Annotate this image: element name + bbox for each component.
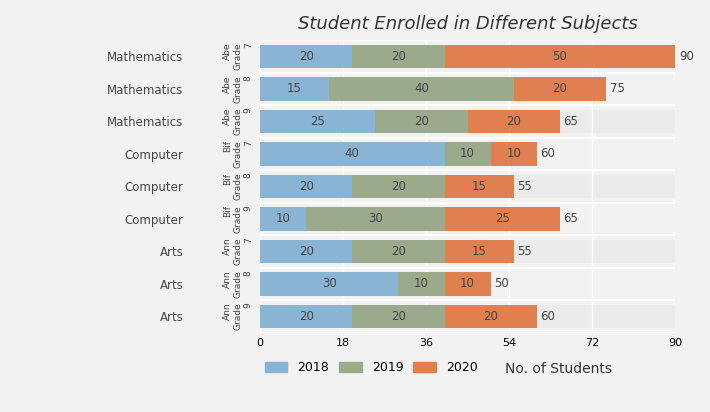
- Text: 60: 60: [540, 310, 555, 323]
- Bar: [444, 240, 514, 263]
- Bar: [352, 175, 444, 198]
- Text: Ann
Grade
7: Ann Grade 7: [223, 238, 253, 265]
- Bar: [444, 44, 675, 68]
- Bar: [260, 305, 675, 328]
- Text: 65: 65: [564, 115, 579, 128]
- Bar: [260, 207, 306, 231]
- Bar: [468, 110, 560, 133]
- Text: 10: 10: [460, 147, 475, 160]
- Text: Bif
Grade
7: Bif Grade 7: [223, 140, 253, 168]
- Bar: [260, 110, 376, 133]
- Bar: [329, 77, 514, 101]
- Text: 10: 10: [414, 277, 429, 290]
- Bar: [444, 142, 491, 166]
- Text: 55: 55: [518, 180, 532, 193]
- Bar: [398, 272, 444, 296]
- Text: No. of Students: No. of Students: [505, 362, 611, 376]
- Bar: [444, 207, 560, 231]
- Bar: [491, 142, 537, 166]
- Text: 20: 20: [391, 180, 406, 193]
- Bar: [444, 272, 491, 296]
- Text: 20: 20: [484, 310, 498, 323]
- Text: 65: 65: [564, 213, 579, 225]
- Bar: [260, 272, 675, 296]
- Text: 75: 75: [610, 82, 625, 95]
- Text: 50: 50: [552, 50, 567, 63]
- Bar: [260, 142, 675, 166]
- Text: 20: 20: [299, 180, 314, 193]
- Text: 20: 20: [391, 50, 406, 63]
- Bar: [352, 44, 444, 68]
- Text: 10: 10: [506, 147, 521, 160]
- Legend: 2018, 2019, 2020: 2018, 2019, 2020: [260, 356, 483, 379]
- Bar: [260, 77, 329, 101]
- Bar: [260, 305, 352, 328]
- Text: 40: 40: [414, 82, 429, 95]
- Bar: [260, 44, 675, 68]
- Text: Abe
Grade
8: Abe Grade 8: [223, 75, 253, 103]
- Text: 60: 60: [540, 147, 555, 160]
- Title: Student Enrolled in Different Subjects: Student Enrolled in Different Subjects: [297, 15, 638, 33]
- Text: 20: 20: [391, 310, 406, 323]
- Bar: [444, 305, 537, 328]
- Bar: [260, 272, 398, 296]
- Text: 50: 50: [494, 277, 509, 290]
- Text: 20: 20: [299, 310, 314, 323]
- Bar: [514, 77, 606, 101]
- Bar: [260, 175, 675, 198]
- Text: 20: 20: [414, 115, 429, 128]
- Bar: [260, 77, 675, 101]
- Text: 30: 30: [368, 213, 383, 225]
- Text: 20: 20: [552, 82, 567, 95]
- Text: 25: 25: [495, 213, 510, 225]
- Bar: [260, 240, 675, 263]
- Bar: [444, 175, 514, 198]
- Text: 10: 10: [460, 277, 475, 290]
- Text: 10: 10: [275, 213, 290, 225]
- Text: Abe
Grade
7: Abe Grade 7: [223, 42, 253, 70]
- Text: Ann
Grade
9: Ann Grade 9: [223, 303, 253, 330]
- Bar: [260, 240, 352, 263]
- Bar: [352, 305, 444, 328]
- Text: Abe
Grade
9: Abe Grade 9: [223, 108, 253, 135]
- Bar: [352, 240, 444, 263]
- Text: Bif
Grade
8: Bif Grade 8: [223, 173, 253, 200]
- Bar: [260, 175, 352, 198]
- Bar: [260, 44, 352, 68]
- Text: 20: 20: [391, 245, 406, 258]
- Bar: [376, 110, 468, 133]
- Text: 15: 15: [471, 245, 486, 258]
- Bar: [260, 142, 444, 166]
- Bar: [306, 207, 444, 231]
- Bar: [260, 207, 675, 231]
- Text: 15: 15: [471, 180, 486, 193]
- Text: 30: 30: [322, 277, 337, 290]
- Text: 20: 20: [299, 245, 314, 258]
- Text: 55: 55: [518, 245, 532, 258]
- Text: 40: 40: [345, 147, 360, 160]
- Text: 15: 15: [287, 82, 302, 95]
- Text: 90: 90: [679, 50, 694, 63]
- Text: 20: 20: [506, 115, 521, 128]
- Text: Ann
Grade
8: Ann Grade 8: [223, 270, 253, 298]
- Bar: [260, 110, 675, 133]
- Text: 25: 25: [310, 115, 325, 128]
- Text: Bif
Grade
9: Bif Grade 9: [223, 205, 253, 233]
- Text: 20: 20: [299, 50, 314, 63]
